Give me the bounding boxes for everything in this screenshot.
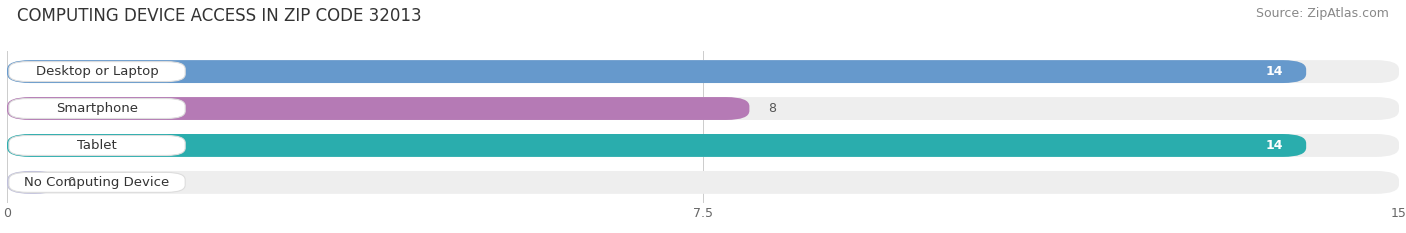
FancyBboxPatch shape	[8, 99, 186, 119]
FancyBboxPatch shape	[8, 172, 186, 192]
FancyBboxPatch shape	[8, 135, 186, 155]
FancyBboxPatch shape	[7, 134, 1399, 157]
Text: Smartphone: Smartphone	[56, 102, 138, 115]
FancyBboxPatch shape	[7, 97, 749, 120]
Text: Desktop or Laptop: Desktop or Laptop	[35, 65, 159, 78]
Text: 0: 0	[67, 176, 76, 189]
FancyBboxPatch shape	[7, 134, 1306, 157]
FancyBboxPatch shape	[7, 97, 1399, 120]
Text: 14: 14	[1265, 65, 1284, 78]
Text: 8: 8	[768, 102, 776, 115]
Text: 14: 14	[1265, 139, 1284, 152]
Text: Source: ZipAtlas.com: Source: ZipAtlas.com	[1256, 7, 1389, 20]
Text: Tablet: Tablet	[77, 139, 117, 152]
FancyBboxPatch shape	[7, 171, 1399, 194]
FancyBboxPatch shape	[7, 60, 1306, 83]
FancyBboxPatch shape	[8, 62, 186, 82]
FancyBboxPatch shape	[7, 60, 1399, 83]
Text: COMPUTING DEVICE ACCESS IN ZIP CODE 32013: COMPUTING DEVICE ACCESS IN ZIP CODE 3201…	[17, 7, 422, 25]
FancyBboxPatch shape	[7, 171, 58, 194]
Text: No Computing Device: No Computing Device	[24, 176, 170, 189]
